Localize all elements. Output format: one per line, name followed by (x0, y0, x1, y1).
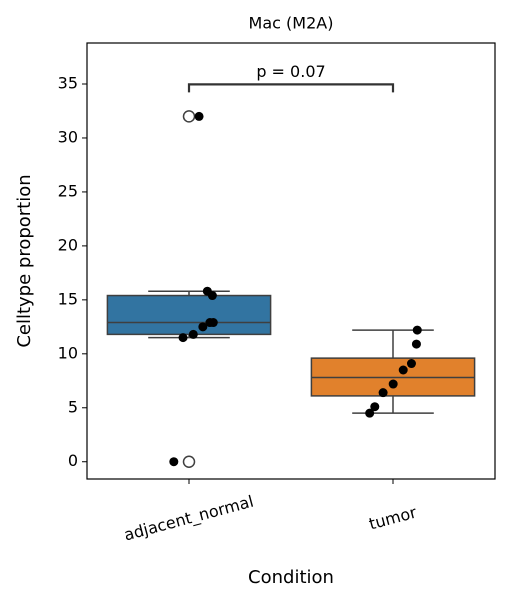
point (194, 111, 204, 121)
point (398, 365, 408, 375)
point (412, 325, 422, 335)
y-tick-label: 10 (58, 343, 78, 362)
point (178, 333, 188, 343)
y-tick-label: 35 (58, 74, 78, 93)
point (205, 318, 215, 328)
flier (182, 455, 196, 468)
plot-frame (86, 42, 496, 480)
annotation: p = 0.07 (256, 62, 325, 81)
x-axis-label: Condition (248, 567, 334, 588)
y-tick-label: 30 (58, 127, 78, 146)
point (388, 379, 398, 389)
point (378, 388, 388, 398)
y-tick-label: 25 (58, 181, 78, 200)
y-axis-label: Celltype proportion (14, 174, 35, 347)
box (106, 294, 272, 336)
y-tick-label: 15 (58, 289, 78, 308)
point (198, 322, 208, 332)
chart-title: Mac (M2A) (249, 14, 334, 33)
flier (182, 110, 196, 123)
point (207, 291, 217, 301)
point (188, 329, 198, 339)
point (365, 408, 375, 418)
point (406, 359, 416, 369)
x-tick-label: adjacent_normal (122, 492, 256, 546)
significance-bracket (187, 83, 395, 93)
point (370, 402, 380, 412)
x-tick-label: tumor (367, 502, 419, 533)
y-tick-label: 20 (58, 235, 78, 254)
point (169, 457, 179, 467)
point (411, 339, 421, 349)
y-tick-label: 5 (68, 397, 78, 416)
y-tick-label: 0 (68, 451, 78, 470)
